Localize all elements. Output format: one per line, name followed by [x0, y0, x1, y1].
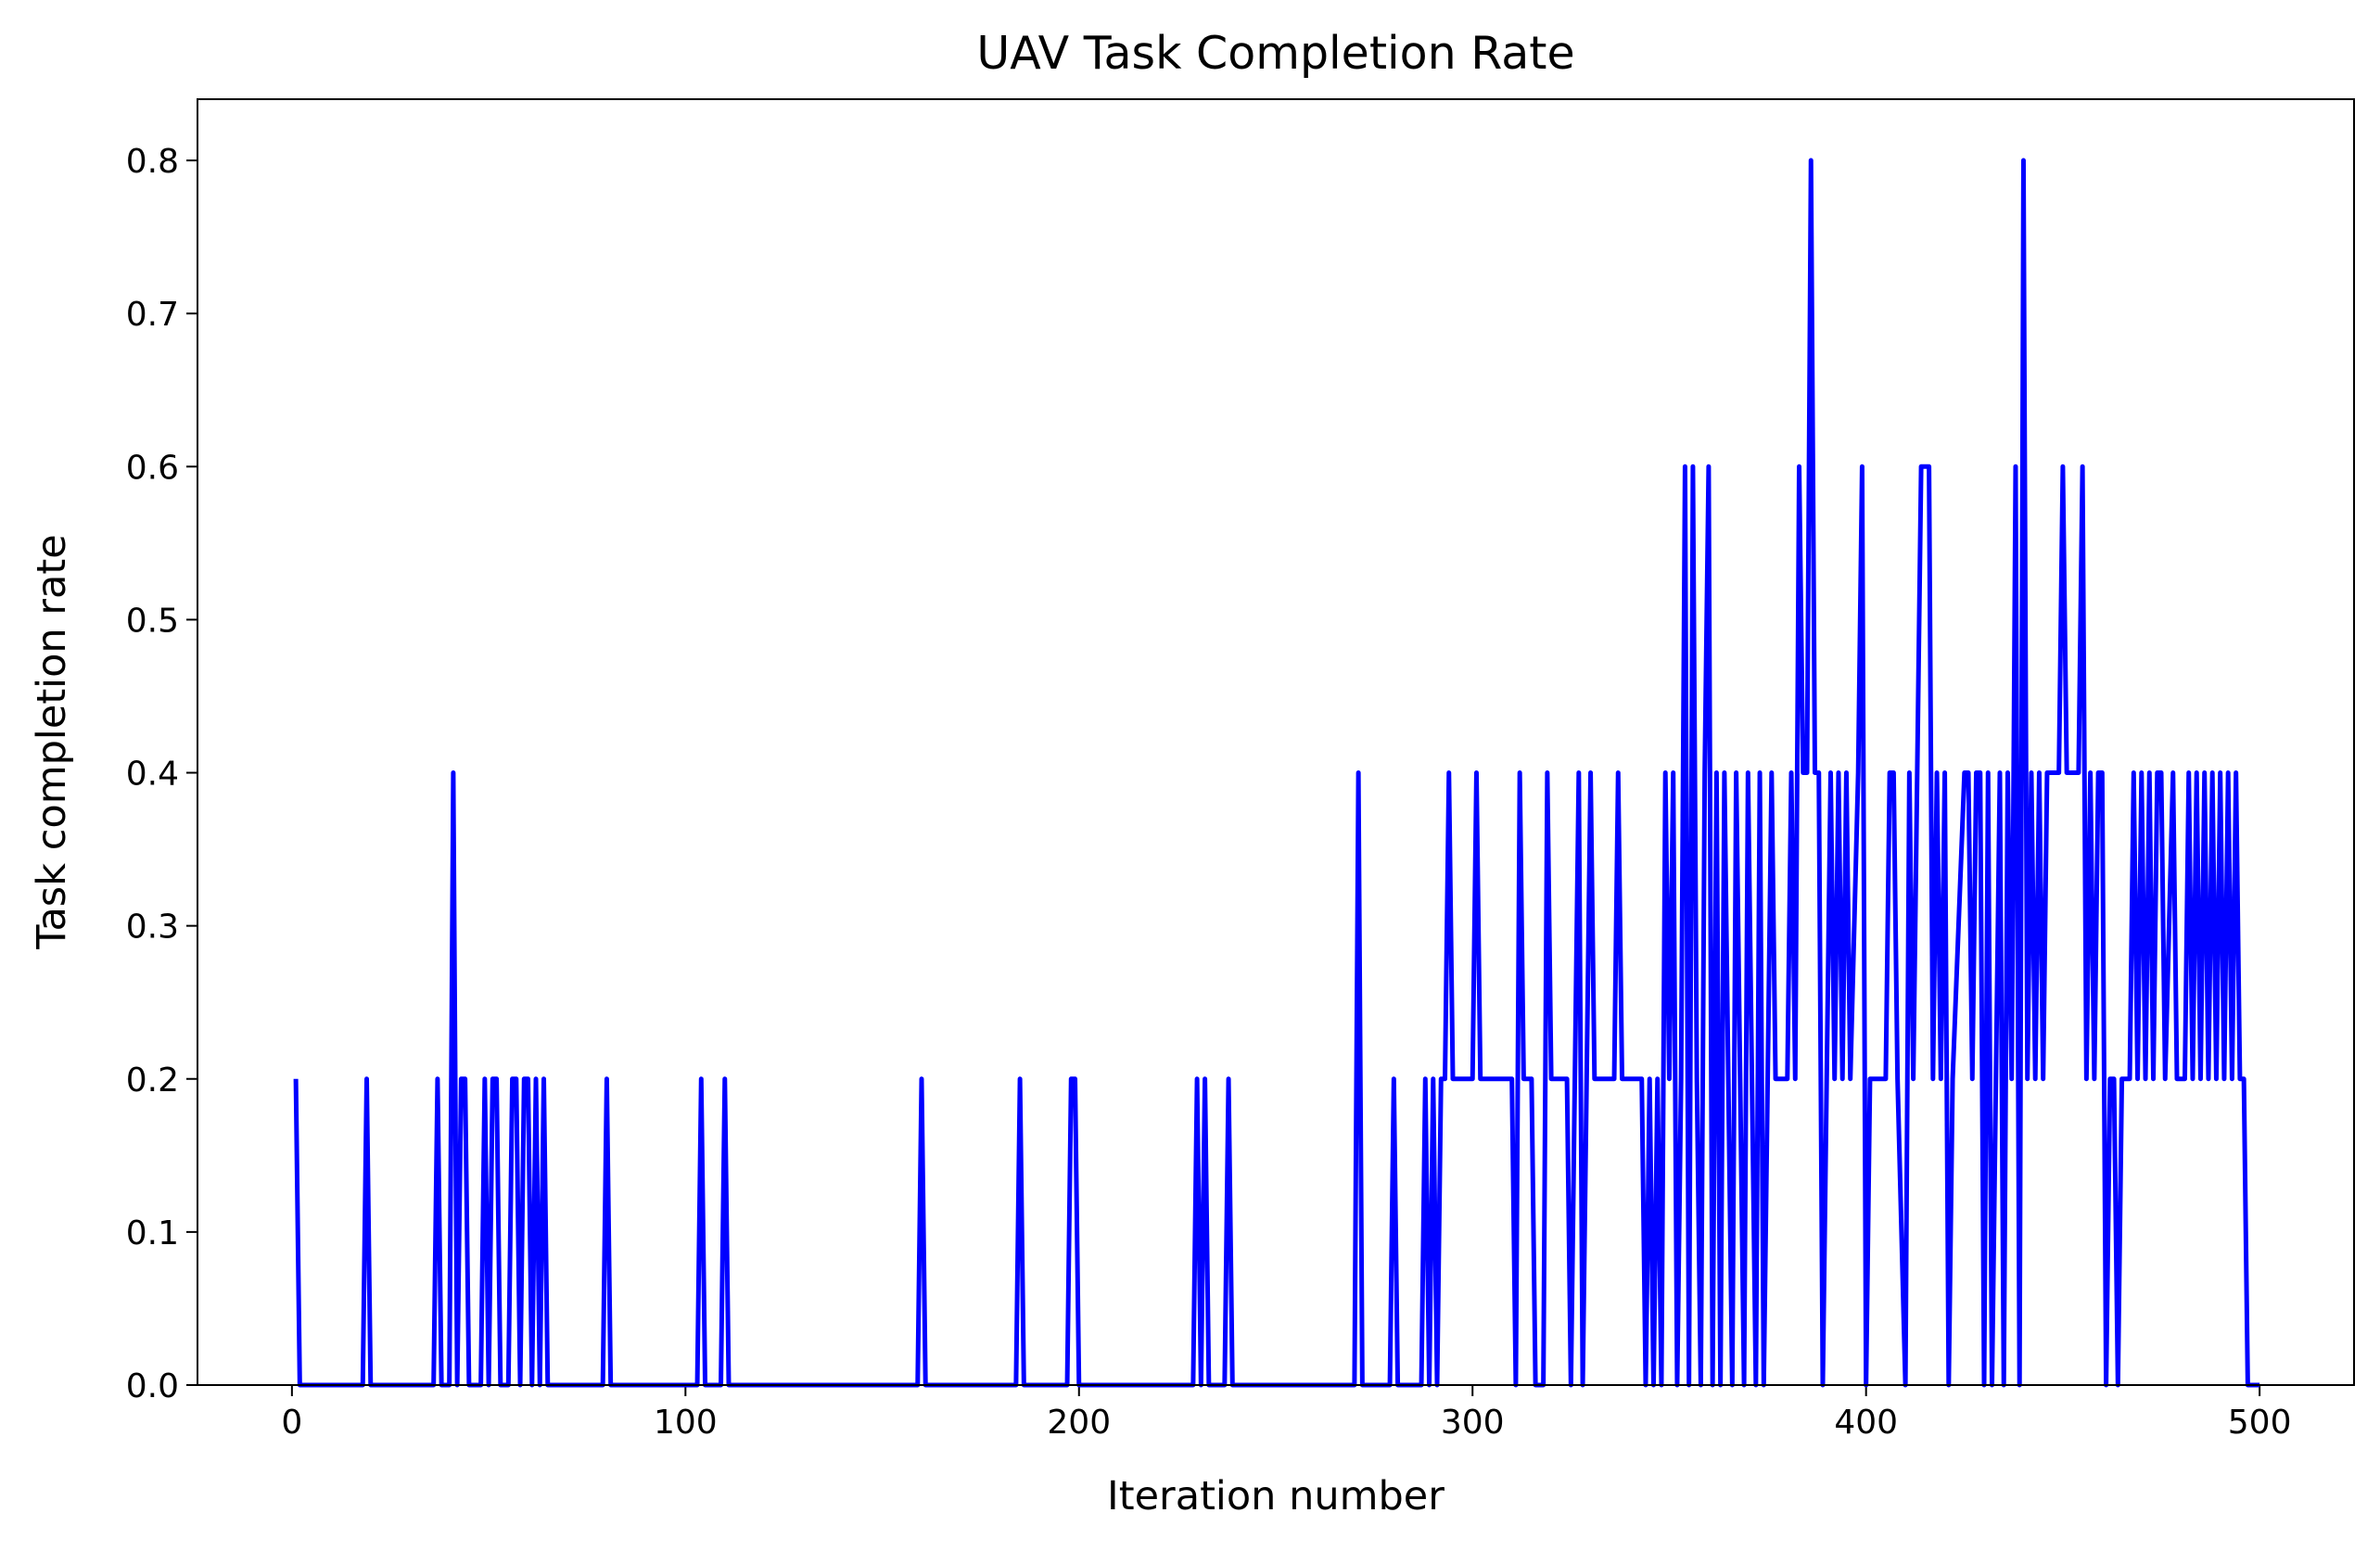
chart-title: UAV Task Completion Rate [976, 27, 1574, 80]
y-tick-label: 0.4 [126, 756, 179, 794]
y-tick-label: 0.3 [126, 909, 179, 947]
x-axis-label: Iteration number [1107, 1473, 1445, 1519]
y-tick-label: 0.8 [126, 143, 179, 181]
x-tick-label: 200 [1047, 1404, 1111, 1442]
plot-frame [197, 98, 2355, 1386]
y-axis-label: Task completion rate [29, 534, 75, 949]
y-tick-label: 0.6 [126, 449, 179, 487]
x-tick-label: 100 [654, 1404, 718, 1442]
y-tick-label: 0.5 [126, 602, 179, 640]
y-tick-label: 0.0 [126, 1367, 179, 1405]
x-tick-label: 0 [281, 1404, 302, 1442]
x-tick-label: 300 [1441, 1404, 1505, 1442]
x-tick-label: 500 [2228, 1404, 2292, 1442]
x-tick-label: 400 [1834, 1404, 1898, 1442]
data-line [293, 158, 2260, 1388]
y-tick-label: 0.7 [126, 296, 179, 334]
y-tick-label: 0.1 [126, 1214, 179, 1252]
y-tick-label: 0.2 [126, 1062, 179, 1100]
